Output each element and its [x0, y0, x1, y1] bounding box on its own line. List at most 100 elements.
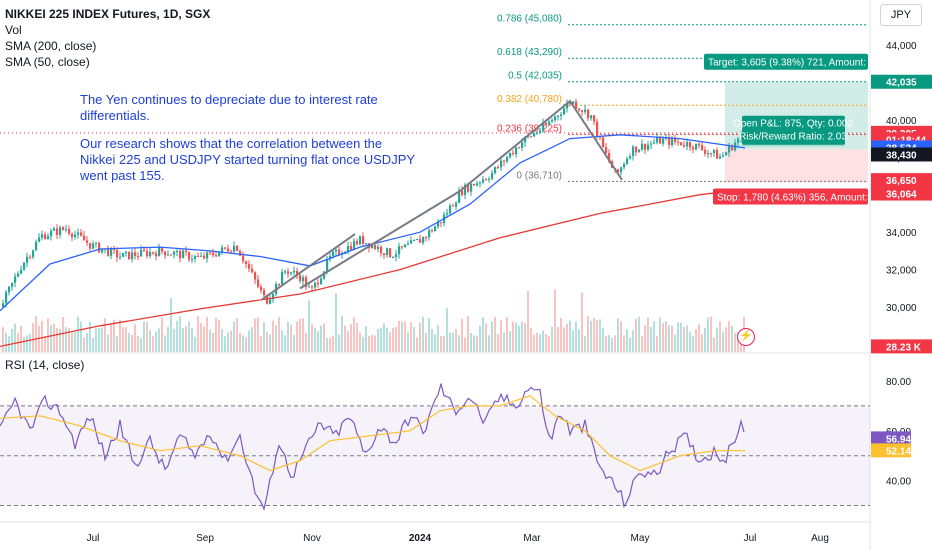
volume-bar: [533, 334, 535, 352]
volume-bar: [80, 321, 82, 352]
candle-body: [488, 178, 491, 180]
volume-bar: [431, 328, 433, 352]
volume-bar: [29, 333, 31, 352]
volume-bar: [668, 325, 670, 352]
symbol-title[interactable]: NIKKEI 225 INDEX Futures, 1D, SGX: [5, 7, 211, 21]
candle-body: [419, 239, 422, 243]
volume-bar: [20, 325, 22, 352]
candle-body: [428, 230, 431, 238]
lightning-icon[interactable]: ⚡: [737, 328, 755, 346]
candle-body: [581, 110, 584, 112]
candle-body: [377, 246, 380, 250]
volume-bar: [242, 335, 244, 352]
volume-bar: [287, 321, 289, 352]
candle-body: [125, 251, 128, 253]
volume-bar: [101, 327, 103, 352]
volume-bar: [371, 334, 373, 352]
candle-body: [596, 121, 599, 137]
candle-body: [578, 108, 581, 111]
candle-body: [329, 255, 332, 260]
volume-bar: [164, 335, 166, 352]
volume-bar: [266, 331, 268, 352]
volume-bar: [434, 334, 436, 352]
volume-bar: [293, 334, 295, 352]
candle-body: [29, 256, 32, 258]
candle-body: [206, 252, 209, 259]
volume-bar: [83, 337, 85, 352]
volume-bar: [392, 327, 394, 352]
price-badge-label: 28.23 K: [886, 342, 922, 353]
volume-bar: [92, 337, 94, 352]
volume-bar: [554, 289, 556, 352]
volume-bar: [473, 335, 475, 352]
volume-bar: [188, 321, 190, 352]
candle-body: [320, 278, 323, 285]
price-tick-label: 34,000: [886, 228, 917, 239]
volume-bar: [620, 321, 622, 352]
candle-body: [89, 242, 92, 249]
candle-body: [500, 160, 503, 168]
candle-body: [284, 271, 287, 273]
candle-body: [197, 256, 200, 258]
volume-bar: [551, 326, 553, 352]
volume-bar: [26, 335, 28, 352]
volume-bar: [194, 336, 196, 352]
candle-body: [293, 271, 296, 273]
volume-bar: [524, 322, 526, 352]
candle-body: [434, 226, 437, 232]
candle-body: [602, 137, 605, 148]
volume-bar: [344, 325, 346, 352]
candle-body: [83, 235, 86, 241]
fib-level-label: 0.786 (45,080): [497, 14, 562, 25]
price-badge-label: 36,064: [886, 190, 917, 201]
volume-bar: [662, 323, 664, 352]
volume-bar: [278, 316, 280, 352]
volume-bar: [254, 318, 256, 352]
volume-bar: [527, 290, 529, 352]
candle-body: [158, 247, 161, 257]
candle-body: [110, 248, 113, 256]
candle-body: [161, 247, 164, 252]
volume-bar: [98, 327, 100, 352]
candle-body: [74, 234, 77, 237]
currency-button[interactable]: JPY: [880, 4, 922, 26]
candle-body: [71, 233, 74, 237]
candle-body: [677, 141, 680, 143]
volume-bar: [143, 321, 145, 352]
candle-body: [47, 236, 50, 240]
candle-body: [584, 109, 587, 112]
candle-body: [155, 253, 158, 257]
volume-bar: [32, 323, 34, 352]
candle-body: [236, 245, 239, 251]
candle-body: [398, 246, 401, 255]
candle-body: [704, 149, 707, 154]
trendline: [459, 99, 623, 192]
volume-indicator-label[interactable]: Vol: [5, 23, 22, 37]
sma50-indicator-label[interactable]: SMA (50, close): [5, 55, 90, 69]
volume-bar: [497, 334, 499, 352]
candle-body: [263, 290, 266, 296]
volume-bar: [59, 328, 61, 352]
volume-bar: [611, 337, 613, 352]
candle-body: [185, 250, 188, 253]
candle-body: [380, 246, 383, 254]
text-annotation[interactable]: The Yen continues to depreciate due to i…: [80, 92, 420, 196]
volume-bar: [377, 328, 379, 352]
candle-body: [605, 147, 608, 153]
rsi-indicator-label[interactable]: RSI (14, close): [5, 358, 85, 372]
candle-body: [467, 184, 470, 192]
candle-body: [533, 133, 536, 137]
candle-body: [689, 142, 692, 148]
sma200-indicator-label[interactable]: SMA (200, close): [5, 39, 97, 53]
volume-bar: [218, 319, 220, 352]
volume-bar: [65, 327, 67, 352]
candle-body: [638, 149, 641, 153]
volume-bar: [461, 318, 463, 352]
candle-body: [386, 248, 389, 256]
candle-body: [209, 252, 212, 254]
candle-body: [332, 251, 335, 256]
candle-body: [479, 182, 482, 184]
volume-bar: [395, 327, 397, 352]
volume-bar: [587, 316, 589, 352]
